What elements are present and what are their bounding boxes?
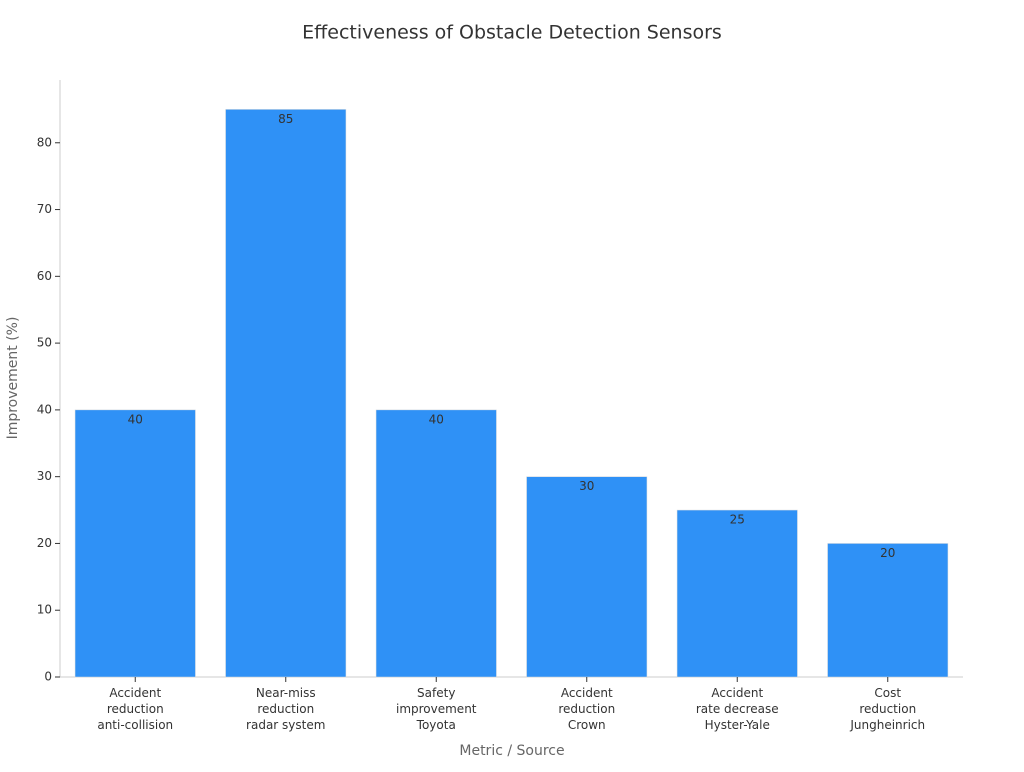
value-label: 40 bbox=[429, 412, 444, 426]
x-tick-label-line: improvement bbox=[396, 702, 477, 716]
x-tick-label-line: reduction bbox=[859, 702, 916, 716]
value-label: 30 bbox=[579, 479, 594, 493]
y-tick-label: 70 bbox=[37, 202, 52, 216]
value-label: 25 bbox=[730, 513, 745, 527]
x-tick-label: Near-miss reduction radar system bbox=[246, 686, 325, 732]
x-tick-label-line: Cost bbox=[874, 686, 901, 700]
x-tick-label-line: Accident bbox=[561, 686, 613, 700]
x-tick-label-line: reduction bbox=[558, 702, 615, 716]
x-tick-label-line: Hyster-Yale bbox=[705, 718, 770, 732]
y-tick-label: 30 bbox=[37, 469, 52, 483]
y-tick-label: 20 bbox=[37, 536, 52, 550]
x-tick-label-line: Crown bbox=[568, 718, 606, 732]
x-tick-label: Accident rate decrease Hyster-Yale bbox=[696, 686, 779, 732]
x-tick-label-line: anti-collision bbox=[97, 718, 173, 732]
x-tick-label-line: Near-miss bbox=[256, 686, 316, 700]
x-tick-label-line: Toyota bbox=[416, 718, 456, 732]
chart-title: Effectiveness of Obstacle Detection Sens… bbox=[302, 22, 722, 44]
x-tick-label-line: Accident bbox=[109, 686, 161, 700]
x-tick-label-line: reduction bbox=[107, 702, 164, 716]
x-tick-label: Accident reduction Crown bbox=[558, 686, 615, 732]
x-tick-label: Accident reduction anti-collision bbox=[97, 686, 173, 732]
x-tick-label-line: Safety bbox=[417, 686, 455, 700]
bar bbox=[225, 109, 347, 678]
x-axis-title: Metric / Source bbox=[459, 743, 564, 759]
x-tick-label-line: radar system bbox=[246, 718, 325, 732]
y-tick-label: 40 bbox=[37, 402, 52, 416]
y-tick-label: 60 bbox=[37, 269, 52, 283]
x-tick-label-line: reduction bbox=[257, 702, 314, 716]
x-tick-label-line: Accident bbox=[711, 686, 763, 700]
y-tick-label: 80 bbox=[37, 135, 52, 149]
bar bbox=[676, 509, 798, 678]
y-tick-label: 0 bbox=[44, 670, 52, 684]
bar bbox=[526, 476, 648, 678]
x-tick-label: Safety improvement Toyota bbox=[396, 686, 477, 732]
y-tick-label: 50 bbox=[37, 336, 52, 350]
value-label: 20 bbox=[880, 546, 895, 560]
y-tick-label: 10 bbox=[37, 603, 52, 617]
y-axis-title: Improvement (%) bbox=[5, 317, 21, 440]
value-label: 40 bbox=[128, 412, 143, 426]
x-tick-label: Cost reduction Jungheinrich bbox=[849, 686, 925, 732]
bar bbox=[375, 409, 497, 678]
bar bbox=[74, 409, 196, 678]
value-label: 85 bbox=[278, 112, 293, 126]
x-tick-label-line: rate decrease bbox=[696, 702, 779, 716]
bar bbox=[827, 543, 949, 678]
x-tick-label-line: Jungheinrich bbox=[849, 718, 925, 732]
